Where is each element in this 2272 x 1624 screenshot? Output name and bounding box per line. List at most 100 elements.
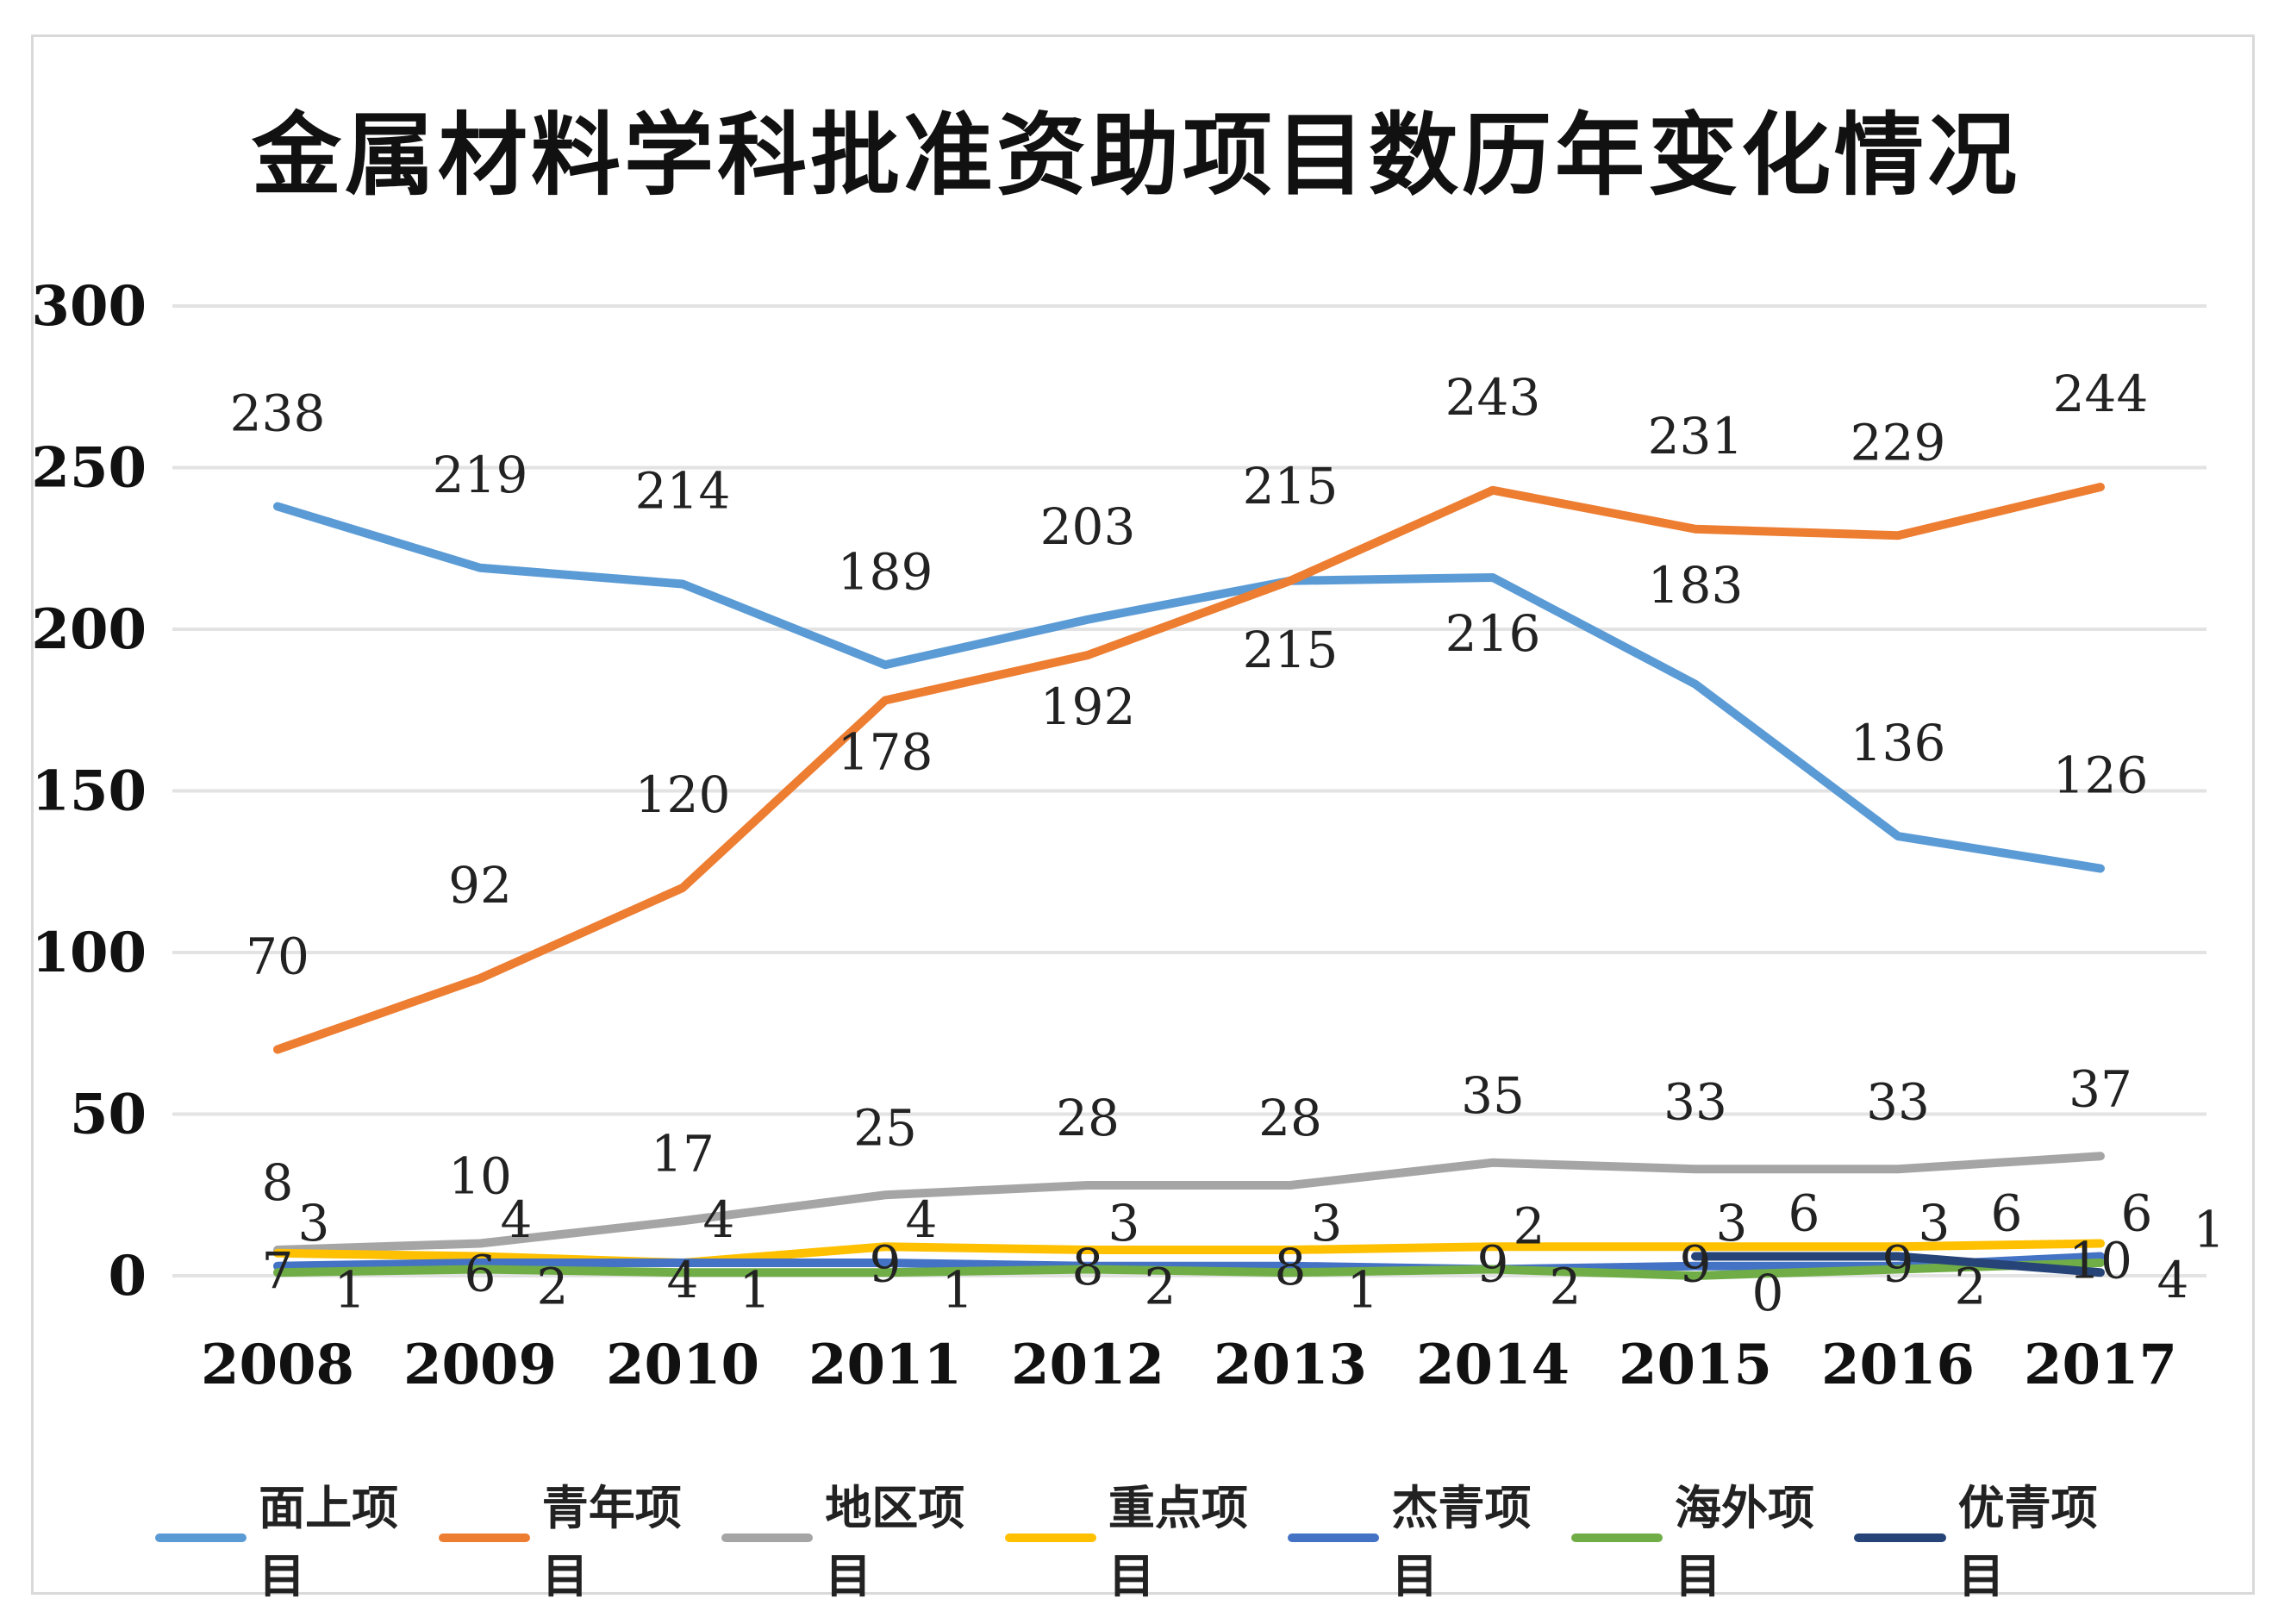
data-label: 214 bbox=[635, 462, 731, 521]
x-tick-label: 2017 bbox=[2024, 1333, 2177, 1397]
data-label: 2 bbox=[1550, 1258, 1582, 1316]
data-label: 203 bbox=[1040, 497, 1136, 556]
series-line bbox=[273, 1259, 2105, 1280]
series-line bbox=[273, 483, 2105, 1054]
legend-swatch bbox=[1004, 1533, 1096, 1542]
data-label: 238 bbox=[230, 384, 326, 443]
data-label: 4 bbox=[2157, 1251, 2189, 1309]
data-label: 189 bbox=[838, 542, 933, 601]
legend-swatch bbox=[1570, 1533, 1663, 1542]
data-label: 4 bbox=[501, 1190, 533, 1249]
legend-item: 青年项目 bbox=[438, 1470, 722, 1606]
series-line bbox=[273, 502, 2105, 873]
legend-swatch bbox=[1288, 1533, 1380, 1542]
data-label: 216 bbox=[1445, 604, 1541, 663]
data-label: 120 bbox=[635, 765, 731, 824]
data-label: 17 bbox=[651, 1124, 715, 1183]
data-label: 244 bbox=[2053, 365, 2149, 423]
data-label: 33 bbox=[1866, 1072, 1930, 1131]
chart-title: 金属材料学科批准资助项目数历年变化情况 bbox=[251, 103, 2020, 208]
legend-label: 面上项目 bbox=[259, 1481, 399, 1603]
legend: 面上项目 青年项目 地区项目 重点项目 杰青项目 海外项目 优青项目 bbox=[155, 1470, 2138, 1606]
data-label: 10 bbox=[448, 1147, 512, 1206]
data-label: 3 bbox=[1108, 1194, 1140, 1252]
data-label: 243 bbox=[1445, 368, 1541, 427]
data-label: 6 bbox=[1788, 1184, 1820, 1243]
data-label: 3 bbox=[1919, 1194, 1951, 1252]
data-label: 229 bbox=[1851, 413, 1946, 472]
data-label: 9 bbox=[1882, 1234, 1914, 1293]
data-label: 7 bbox=[262, 1241, 294, 1300]
data-label: 2 bbox=[1955, 1258, 1987, 1316]
legend-item: 优青项目 bbox=[1854, 1470, 2138, 1606]
series-line bbox=[1691, 1252, 2105, 1277]
data-label: 6 bbox=[2121, 1184, 2153, 1243]
legend-swatch bbox=[1854, 1533, 1946, 1542]
x-tick-label: 2010 bbox=[606, 1333, 759, 1397]
legend-item: 地区项目 bbox=[721, 1470, 1005, 1606]
x-axis: 2008 2009 2010 2011 2012 2013 2014 2015 2016 2017 bbox=[201, 1333, 2177, 1397]
data-label: 6 bbox=[465, 1245, 496, 1303]
data-label: 9 bbox=[1477, 1234, 1509, 1293]
legend-label: 重点项目 bbox=[1108, 1481, 1248, 1603]
data-label: 8 bbox=[1072, 1238, 1104, 1296]
y-axis: 0 50 100 150 200 250 300 bbox=[31, 274, 147, 1309]
legend-item: 海外项目 bbox=[1570, 1470, 1855, 1606]
legend-swatch bbox=[721, 1533, 814, 1542]
x-tick-label: 2008 bbox=[201, 1333, 354, 1397]
data-label: 126 bbox=[2053, 746, 2149, 805]
data-label: 8 bbox=[1275, 1238, 1307, 1296]
data-label: 178 bbox=[838, 723, 933, 782]
data-label: 219 bbox=[433, 446, 528, 504]
data-label: 35 bbox=[1461, 1066, 1525, 1125]
data-label: 215 bbox=[1243, 621, 1339, 679]
y-tick-label: 100 bbox=[31, 921, 147, 985]
data-label: 4 bbox=[906, 1190, 938, 1249]
legend-label: 青年项目 bbox=[541, 1481, 682, 1603]
data-label: 1 bbox=[1347, 1260, 1379, 1319]
data-label: 3 bbox=[1716, 1194, 1748, 1252]
data-label: 1 bbox=[2194, 1200, 2225, 1259]
data-label: 192 bbox=[1040, 678, 1136, 736]
x-tick-label: 2014 bbox=[1416, 1333, 1570, 1397]
data-label: 3 bbox=[298, 1194, 330, 1252]
legend-swatch bbox=[155, 1533, 247, 1542]
data-label: 215 bbox=[1243, 457, 1339, 515]
y-tick-label: 250 bbox=[31, 436, 147, 501]
gridlines bbox=[172, 304, 2206, 1277]
legend-item: 重点项目 bbox=[1004, 1470, 1289, 1606]
series-line bbox=[273, 1252, 2105, 1274]
data-label: 4 bbox=[667, 1251, 699, 1309]
y-tick-label: 0 bbox=[108, 1244, 147, 1309]
legend-label: 优青项目 bbox=[1957, 1481, 2098, 1603]
data-label: 1 bbox=[740, 1260, 771, 1319]
data-label: 2 bbox=[537, 1258, 569, 1316]
data-label: 8 bbox=[262, 1153, 294, 1212]
x-tick-label: 2015 bbox=[1619, 1333, 1772, 1397]
data-label: 9 bbox=[1680, 1234, 1712, 1293]
data-label: 28 bbox=[1258, 1089, 1322, 1147]
data-label: 0 bbox=[1752, 1264, 1784, 1322]
series-line bbox=[273, 1152, 2105, 1254]
legend-item: 杰青项目 bbox=[1288, 1470, 1571, 1606]
legend-swatch bbox=[438, 1533, 530, 1542]
data-label: 136 bbox=[1851, 714, 1946, 772]
data-label: 1 bbox=[334, 1260, 366, 1319]
y-tick-label: 50 bbox=[70, 1083, 147, 1147]
data-label: 9 bbox=[870, 1234, 902, 1293]
legend-item: 面上项目 bbox=[155, 1470, 439, 1606]
chart-frame bbox=[31, 34, 2255, 1595]
data-label: 3 bbox=[1311, 1194, 1343, 1252]
data-label: 70 bbox=[246, 928, 309, 986]
data-label: 2 bbox=[1514, 1197, 1545, 1256]
x-tick-label: 2016 bbox=[1821, 1333, 1975, 1397]
data-label: 28 bbox=[1056, 1089, 1120, 1147]
data-label: 2 bbox=[1145, 1258, 1177, 1316]
data-label: 183 bbox=[1648, 556, 1744, 615]
data-label: 10 bbox=[2069, 1232, 2132, 1290]
data-label: 231 bbox=[1648, 407, 1744, 465]
data-label: 4 bbox=[703, 1190, 735, 1249]
series-lines bbox=[273, 483, 2105, 1280]
